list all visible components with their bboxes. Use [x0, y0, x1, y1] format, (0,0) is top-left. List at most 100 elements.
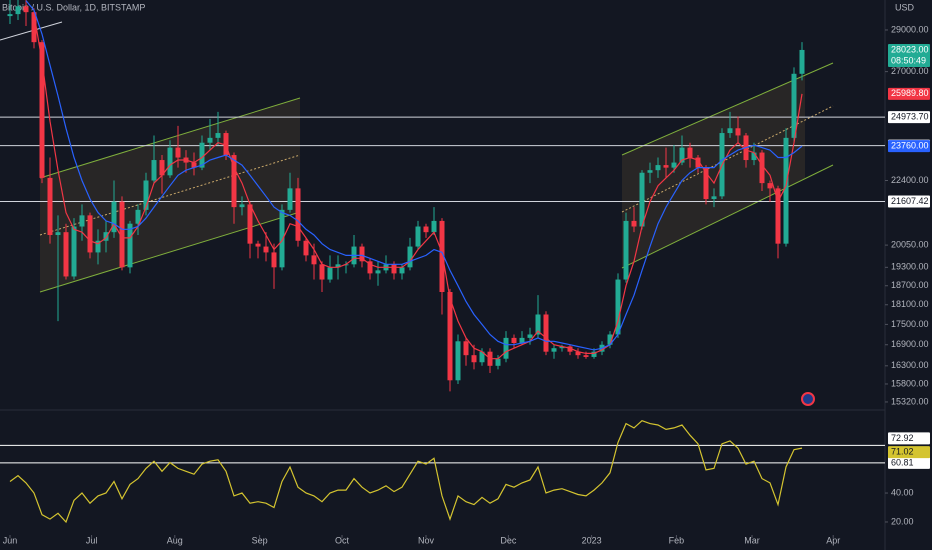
- moving-average: [25, 0, 803, 351]
- x-tick-label: Mar: [744, 535, 760, 545]
- candle-body: [767, 183, 773, 189]
- y-tick-label: 22400.00: [891, 175, 929, 185]
- candle-body: [95, 240, 101, 253]
- candle-body: [31, 12, 37, 43]
- level-label-bg: [888, 111, 930, 124]
- x-tick-label: Sep: [252, 535, 268, 545]
- y-tick-label: 16300.00: [891, 360, 929, 370]
- moving-average: [33, 13, 803, 360]
- y-tick-label: 15800.00: [891, 378, 929, 388]
- candle-body: [455, 341, 461, 381]
- candle-body: [111, 201, 117, 233]
- candle-body: [671, 162, 677, 168]
- candle-body: [399, 267, 405, 274]
- candle-body: [447, 292, 453, 381]
- x-tick-label: Dec: [500, 535, 517, 545]
- candle-body: [319, 264, 325, 280]
- candle-body: [103, 232, 109, 241]
- candle-body: [191, 162, 197, 168]
- candle-body: [199, 142, 205, 168]
- channel-line: [621, 164, 834, 269]
- candle-body: [407, 246, 413, 268]
- candle-body: [591, 351, 597, 357]
- channel-line: [621, 62, 834, 156]
- level-label-bg: [888, 195, 930, 208]
- candle-body: [167, 147, 173, 176]
- candle-body: [223, 133, 229, 156]
- trend-line: [0, 21, 63, 41]
- candle-body: [623, 220, 629, 280]
- chart-title: Bitcoin / U.S. Dollar, 1D, BITSTAMP: [2, 2, 145, 12]
- candle-body: [127, 223, 133, 268]
- countdown: 08:50:49: [891, 55, 926, 65]
- candle-body: [479, 351, 485, 363]
- x-tick-label: Feb: [669, 535, 685, 545]
- candle-body: [639, 172, 645, 227]
- candle-body: [415, 226, 421, 247]
- candle-body: [279, 209, 285, 268]
- candle-body: [215, 133, 221, 138]
- candle-body: [511, 337, 517, 344]
- ma-value-label: 25989.80: [891, 88, 929, 98]
- y-tick-label: 18700.00: [891, 280, 929, 290]
- level-label-bg: [888, 456, 930, 469]
- drawings: [0, 0, 886, 550]
- candle-body: [543, 314, 549, 352]
- level-label: 60.81: [891, 457, 914, 467]
- candle-body: [23, 6, 29, 13]
- candle-body: [359, 246, 365, 262]
- candle-body: [631, 220, 637, 227]
- candle-body: [247, 204, 253, 244]
- candle-body: [15, 6, 21, 15]
- channel-line: [39, 211, 301, 293]
- candle-body: [471, 355, 477, 363]
- candle-body: [87, 215, 93, 253]
- candle-body: [391, 264, 397, 274]
- candle-body: [143, 180, 149, 210]
- candle-body: [79, 215, 85, 227]
- candle-body: [71, 226, 77, 277]
- candle-body: [7, 14, 13, 17]
- candle-body: [527, 334, 533, 338]
- candle-body: [135, 209, 141, 224]
- candle-body: [119, 201, 125, 268]
- ma-value-label-bg: [888, 87, 930, 100]
- candle-body: [431, 220, 437, 233]
- candle-body: [375, 270, 381, 274]
- candle-body: [791, 73, 797, 138]
- candle-body: [775, 188, 781, 244]
- y-tick-label: 18100.00: [891, 299, 929, 309]
- y-tick-label: 15320.00: [891, 396, 929, 406]
- candle-body: [63, 232, 69, 277]
- candle-body: [231, 155, 237, 208]
- y-tick-label: 40.00: [891, 487, 914, 497]
- candle-body: [703, 167, 709, 200]
- y-tick-label: 17500.00: [891, 319, 929, 329]
- event-icon[interactable]: [801, 392, 815, 406]
- candle-body: [239, 204, 245, 208]
- candle-body: [263, 246, 269, 253]
- candle-body: [607, 334, 613, 345]
- candle-body: [535, 314, 541, 335]
- candle-body: [551, 348, 557, 352]
- ma-value-label-bg: [888, 140, 930, 153]
- candle-body: [47, 177, 53, 236]
- candle-body: [799, 49, 805, 74]
- currency: USD: [895, 2, 915, 12]
- candle-body: [55, 232, 61, 236]
- ma-value-label: 23760.00: [891, 141, 929, 151]
- candle-body: [255, 243, 261, 247]
- candle-body: [679, 147, 685, 163]
- candle-body: [335, 264, 341, 268]
- candle-body: [295, 188, 301, 241]
- candle-body: [151, 160, 157, 181]
- candle-body: [647, 170, 653, 173]
- channel-mid: [621, 105, 834, 213]
- y-tick-label: 20050.00: [891, 239, 929, 249]
- x-tick-label: Aug: [167, 535, 183, 545]
- level-label: 72.92: [891, 433, 914, 443]
- x-tick-label: Apr: [826, 535, 840, 545]
- candle-body: [271, 252, 277, 268]
- candle-body: [463, 341, 469, 356]
